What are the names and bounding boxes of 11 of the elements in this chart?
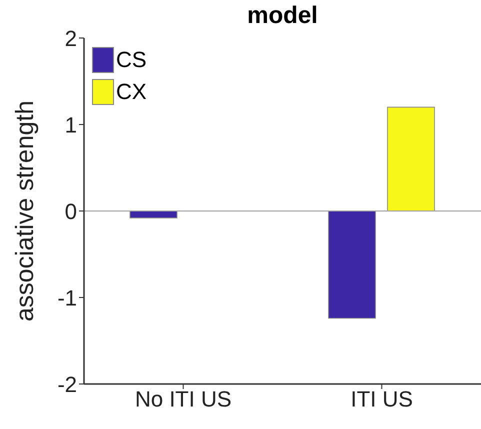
- y-tick-label: -2: [57, 372, 77, 397]
- chart-title: model: [246, 2, 319, 30]
- y-tick-label: -1: [57, 285, 77, 310]
- legend-label: CX: [116, 78, 147, 106]
- y-tick-label: 0: [64, 198, 77, 224]
- y-axis-title: associative strength: [10, 100, 39, 322]
- x-tick-label: ITI US: [350, 386, 413, 412]
- y-tick-label: 1: [64, 112, 77, 138]
- x-tick-label: No ITI US: [134, 386, 232, 412]
- y-tick-label: 2: [64, 26, 77, 51]
- legend-label: CS: [116, 46, 147, 74]
